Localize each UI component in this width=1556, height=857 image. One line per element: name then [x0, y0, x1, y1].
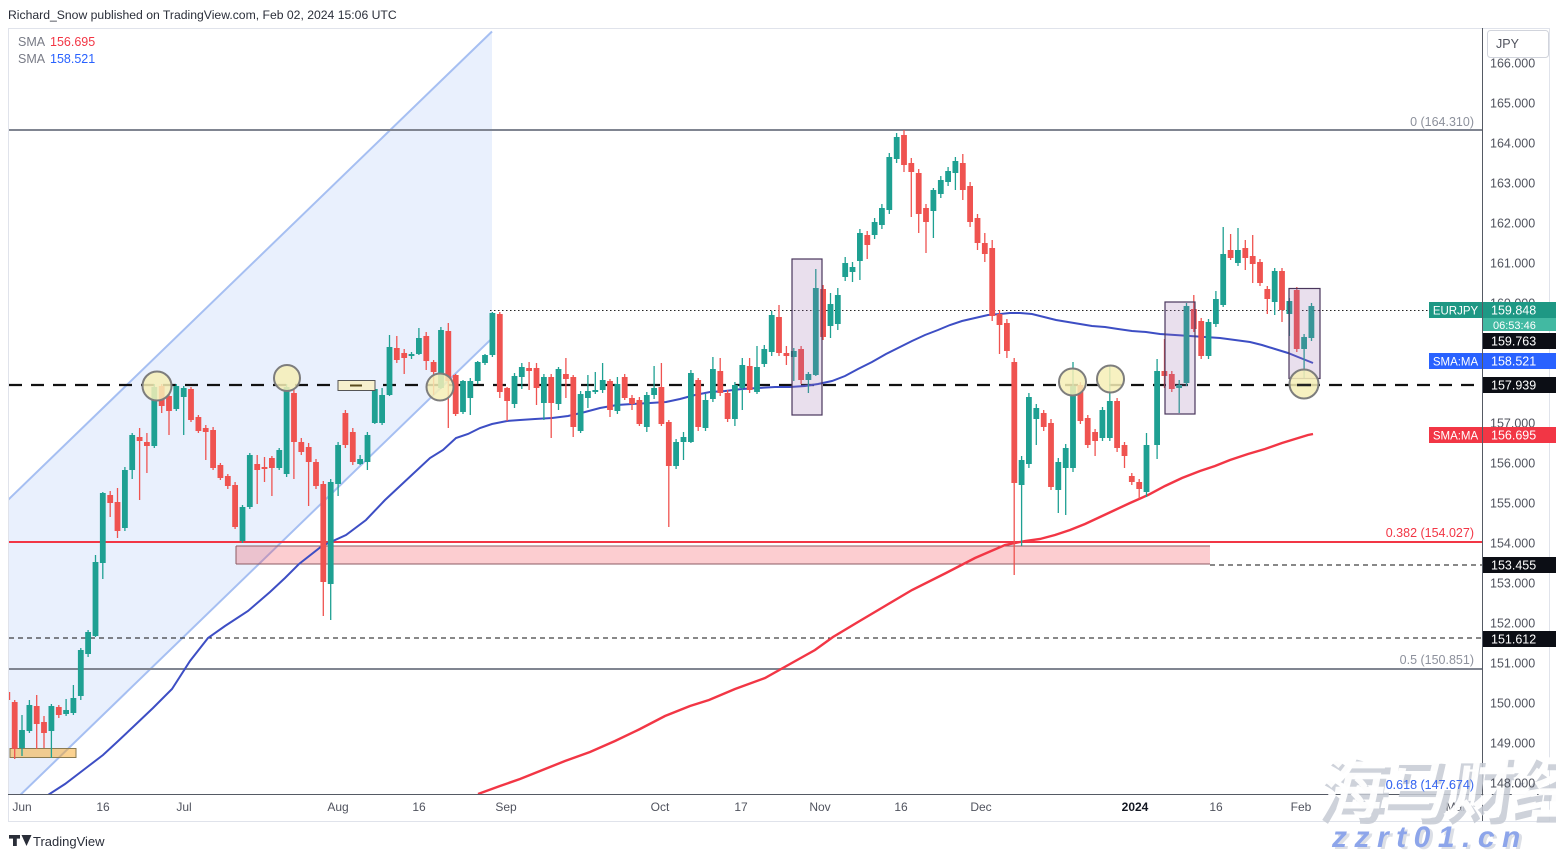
svg-text:158.521: 158.521: [1491, 355, 1536, 369]
svg-text:Oct: Oct: [651, 800, 670, 814]
svg-text:156.695: 156.695: [50, 35, 95, 49]
svg-text:SMA:MA: SMA:MA: [1433, 431, 1479, 443]
svg-text:Richard_Snow published on Trad: Richard_Snow published on TradingView.co…: [8, 8, 397, 22]
svg-text:Feb: Feb: [1291, 800, 1312, 814]
svg-text:154.000: 154.000: [1490, 537, 1535, 551]
svg-text:151.000: 151.000: [1490, 657, 1535, 671]
svg-text:SMA: SMA: [18, 52, 46, 66]
svg-text:Dec: Dec: [970, 800, 991, 814]
svg-text:152.000: 152.000: [1490, 617, 1535, 631]
svg-text:151.612: 151.612: [1491, 633, 1536, 647]
svg-text:165.000: 165.000: [1490, 97, 1535, 111]
svg-text:150.000: 150.000: [1490, 697, 1535, 711]
svg-text:159.763: 159.763: [1491, 335, 1536, 349]
svg-text:157.939: 157.939: [1491, 379, 1536, 393]
svg-text:zzrt01.cn: zzrt01.cn: [1331, 821, 1528, 854]
svg-text:17: 17: [734, 800, 748, 814]
svg-text:153.000: 153.000: [1490, 577, 1535, 591]
svg-text:0.382 (154.027): 0.382 (154.027): [1386, 526, 1474, 540]
svg-text:Jul: Jul: [176, 800, 191, 814]
svg-text:161.000: 161.000: [1490, 257, 1535, 271]
svg-text:SMA: SMA: [18, 35, 46, 49]
svg-text:2024: 2024: [1122, 800, 1149, 814]
svg-text:TradingView: TradingView: [33, 834, 105, 849]
svg-text:156.695: 156.695: [1491, 429, 1536, 443]
svg-text:EURJPY: EURJPY: [1433, 306, 1479, 318]
svg-text:16: 16: [412, 800, 426, 814]
svg-text:Sep: Sep: [495, 800, 517, 814]
svg-text:Nov: Nov: [809, 800, 830, 814]
svg-text:148.000: 148.000: [1490, 777, 1535, 791]
svg-text:159.848: 159.848: [1491, 304, 1536, 318]
svg-text:JPY: JPY: [1496, 37, 1520, 51]
svg-text:zzrt01.cn: zzrt01.cn: [1334, 823, 1531, 856]
svg-text:0.5 (150.851): 0.5 (150.851): [1400, 653, 1474, 667]
svg-text:149.000: 149.000: [1490, 737, 1535, 751]
svg-text:163.000: 163.000: [1490, 177, 1535, 191]
svg-text:156.000: 156.000: [1490, 457, 1535, 471]
svg-text:164.000: 164.000: [1490, 137, 1535, 151]
svg-text:166.000: 166.000: [1490, 57, 1535, 71]
svg-text:148.000: 148.000: [1490, 777, 1535, 791]
svg-text:153.455: 153.455: [1491, 559, 1536, 573]
svg-text:海马财经: 海马财经: [1312, 751, 1556, 827]
svg-text:Mar: Mar: [1446, 800, 1467, 814]
svg-text:Aug: Aug: [327, 800, 348, 814]
svg-text:海马财经: 海马财经: [1317, 757, 1556, 833]
svg-text:0.618 (147.674): 0.618 (147.674): [1386, 778, 1474, 792]
svg-text:SMA:MA: SMA:MA: [1433, 357, 1479, 369]
svg-text:16: 16: [894, 800, 908, 814]
svg-text:16: 16: [1209, 800, 1223, 814]
svg-text:0 (164.310): 0 (164.310): [1410, 115, 1474, 129]
svg-text:06:53:46: 06:53:46: [1493, 320, 1536, 332]
svg-text:0.618 (147.674): 0.618 (147.674): [1386, 778, 1474, 792]
svg-text:16: 16: [96, 800, 110, 814]
svg-text:158.521: 158.521: [50, 52, 95, 66]
svg-text:Jun: Jun: [12, 800, 31, 814]
svg-text:162.000: 162.000: [1490, 217, 1535, 231]
svg-text:155.000: 155.000: [1490, 497, 1535, 511]
